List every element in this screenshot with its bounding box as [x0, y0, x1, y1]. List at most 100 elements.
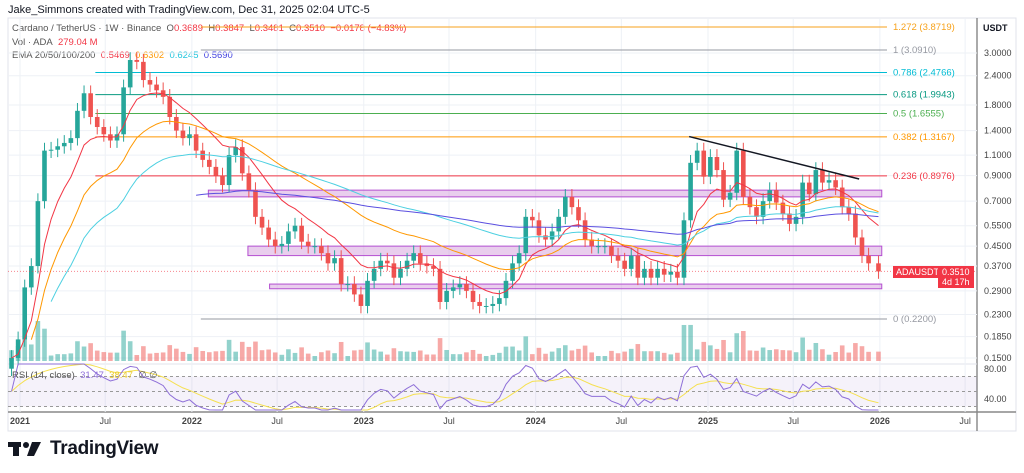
volume-bar: [424, 354, 430, 361]
volume-bar: [793, 352, 799, 361]
ema100-line: [50, 153, 879, 302]
candle: [563, 196, 568, 217]
time-tick-label: 2022: [182, 416, 202, 426]
volume-bar: [642, 351, 647, 361]
volume-bar: [477, 353, 482, 361]
volume-bar: [556, 348, 562, 361]
candle: [760, 201, 766, 217]
volume-bar: [391, 348, 397, 361]
volume-bar: [266, 349, 271, 361]
candle: [806, 182, 812, 195]
candle: [754, 207, 759, 217]
volume-bar: [615, 353, 621, 361]
close-label: C: [289, 23, 297, 34]
candle: [622, 260, 627, 269]
candle: [464, 284, 469, 291]
volume-bar: [134, 355, 140, 361]
volume-bar: [29, 344, 34, 361]
volume-legend[interactable]: Vol · ADA 279.04 M: [12, 37, 98, 48]
volume-bar: [470, 349, 476, 361]
volume-bar: [543, 353, 548, 361]
volume-bar: [220, 350, 225, 361]
volume-bar: [42, 328, 47, 361]
candle: [272, 239, 278, 247]
currency-label[interactable]: USDT: [983, 23, 1008, 33]
candle: [721, 170, 726, 200]
ema200-value: 0.5690: [203, 50, 233, 61]
candle: [602, 246, 608, 248]
price-tick-label: 1.4000: [984, 126, 1012, 136]
fib-level-label: 0.382 (1.3167): [893, 132, 955, 143]
candle: [859, 237, 865, 256]
candle: [615, 255, 621, 261]
price-tick-label: 0.2300: [984, 309, 1012, 319]
candle: [497, 298, 502, 304]
volume-bar: [648, 351, 654, 361]
candle: [734, 150, 740, 193]
ema20-line: [11, 92, 879, 359]
volume-bar: [338, 341, 344, 361]
time-tick-label: Jul: [616, 416, 628, 426]
volume-bar: [385, 354, 390, 361]
candle: [154, 84, 159, 91]
volume-bar: [727, 352, 733, 361]
volume-bar: [174, 348, 179, 361]
volume-bar: [754, 350, 759, 361]
candle: [292, 225, 298, 232]
rsi-label: RSI (14, close): [12, 370, 75, 381]
time-tick-label: Jul: [99, 416, 111, 426]
candle: [457, 284, 463, 288]
candle: [688, 162, 693, 221]
candle: [167, 96, 173, 117]
candle: [81, 93, 87, 111]
candle: [94, 116, 100, 128]
volume-bar: [246, 346, 252, 361]
volume-bar: [609, 350, 614, 361]
candle: [22, 287, 28, 340]
volume-bar: [839, 345, 845, 361]
ema-legend[interactable]: EMA 20/50/100/200 0.5469 0.6302 0.6245 0…: [12, 50, 233, 61]
candle: [147, 80, 153, 85]
volume-bar: [516, 350, 522, 361]
time-tick-label: Jul: [271, 416, 283, 426]
volume-bar: [576, 348, 581, 361]
ema20-value: 0.5469: [100, 50, 130, 61]
support-resistance-zone: [207, 189, 883, 198]
candle: [312, 246, 318, 248]
rsi-legend[interactable]: RSI (14, close) 31.47 38.47 ∅ ∅: [12, 370, 157, 381]
candle: [450, 287, 456, 291]
candle: [345, 284, 351, 286]
volume-bar: [523, 336, 529, 361]
candle: [813, 170, 819, 195]
candle: [503, 280, 509, 299]
volume-bar: [253, 341, 258, 361]
volume-bar: [114, 352, 120, 361]
candle: [180, 130, 186, 139]
volume-bar: [876, 351, 881, 361]
volume-bar: [595, 356, 601, 361]
volume-bar: [563, 345, 568, 361]
candle: [42, 150, 47, 202]
candle: [556, 216, 562, 232]
candle: [417, 253, 423, 264]
volume-bar: [352, 350, 357, 361]
volume-bar: [688, 324, 693, 361]
volume-bar: [701, 341, 707, 361]
symbol-legend[interactable]: Cardano / TetherUS · 1W · Binance O0.368…: [12, 23, 406, 34]
tradingview-logo[interactable]: TradingView: [8, 438, 159, 460]
candle: [220, 175, 225, 186]
candle: [853, 213, 858, 238]
volume-bar: [101, 352, 107, 361]
ema50-value: 0.6302: [135, 50, 165, 61]
volume-bar: [741, 331, 746, 361]
change-value: −0.0178 (−4.83%): [330, 23, 407, 34]
volume-bar: [226, 339, 232, 361]
volume-bar: [464, 352, 469, 361]
high-label: H: [208, 23, 216, 34]
trendline: [688, 135, 860, 180]
candle: [48, 149, 54, 151]
fib-level-label: 0 (0.2200): [893, 314, 936, 325]
volume-bar: [602, 356, 608, 361]
ema200-line: [196, 190, 879, 235]
